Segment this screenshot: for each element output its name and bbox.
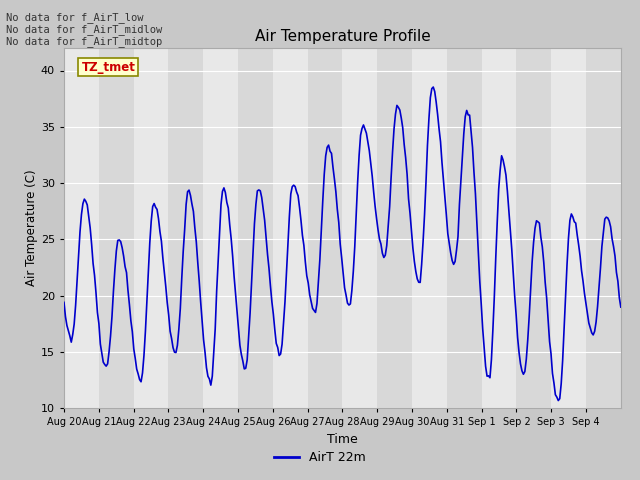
Bar xyxy=(273,48,308,408)
Text: TZ_tmet: TZ_tmet xyxy=(81,60,135,73)
X-axis label: Time: Time xyxy=(327,432,358,445)
Bar xyxy=(377,48,412,408)
Bar xyxy=(586,48,621,408)
Legend: AirT 22m: AirT 22m xyxy=(269,446,371,469)
Bar xyxy=(551,48,586,408)
Bar xyxy=(308,48,342,408)
Bar xyxy=(99,48,134,408)
Bar xyxy=(342,48,377,408)
Text: No data for f_AirT_low: No data for f_AirT_low xyxy=(6,12,144,23)
Bar xyxy=(447,48,481,408)
Bar xyxy=(168,48,204,408)
Y-axis label: Air Temperature (C): Air Temperature (C) xyxy=(25,170,38,286)
Text: No data for f_AirT_midlow: No data for f_AirT_midlow xyxy=(6,24,163,35)
Bar xyxy=(481,48,516,408)
Bar xyxy=(412,48,447,408)
Text: No data for f_AirT_midtop: No data for f_AirT_midtop xyxy=(6,36,163,47)
Bar xyxy=(516,48,551,408)
Bar xyxy=(238,48,273,408)
Bar xyxy=(204,48,238,408)
Bar xyxy=(64,48,99,408)
Bar xyxy=(134,48,168,408)
Title: Air Temperature Profile: Air Temperature Profile xyxy=(255,29,430,44)
